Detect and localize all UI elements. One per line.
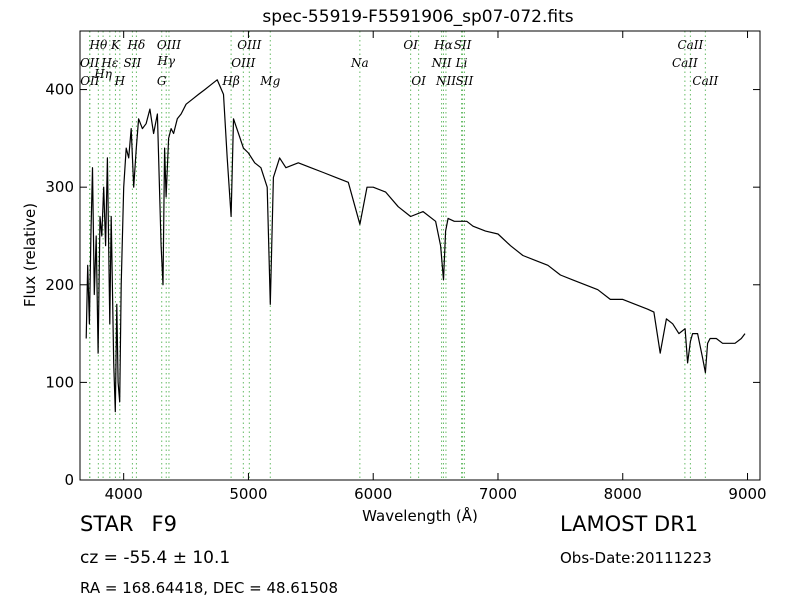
spectral-line-label-3: Hη bbox=[93, 67, 112, 81]
spectral-line-label-21: NII bbox=[431, 56, 452, 70]
spectral-line-label-22: Li bbox=[455, 56, 468, 70]
spectral-line-label-10: Hγ bbox=[156, 54, 175, 68]
spectral-line-label-13: Hβ bbox=[221, 74, 239, 88]
x-axis-ticks: 4000 5000 6000 7000 8000 9000 bbox=[105, 31, 767, 503]
y-axis-ticks: 0 100 200 300 400 bbox=[45, 81, 760, 489]
spectral-line-label-18: OI bbox=[411, 74, 426, 88]
spectral-line-label-15: Mg bbox=[259, 74, 280, 88]
redshift-label: cz = -55.4 ± 10.1 bbox=[80, 548, 231, 568]
x-tick-label-6000: 6000 bbox=[354, 485, 392, 503]
series-group bbox=[85, 79, 746, 413]
spectral-line-label-0: Hθ bbox=[88, 38, 107, 52]
spectral-line-label-5: SII bbox=[124, 56, 142, 70]
spectral-line-label-16: Na bbox=[350, 56, 369, 70]
y-tick-label-200: 200 bbox=[45, 276, 74, 294]
y-tick-label-400: 400 bbox=[45, 81, 74, 99]
spectral-line-label-4: Hε bbox=[100, 56, 118, 70]
plot-frame bbox=[79, 30, 761, 481]
survey-label: LAMOST DR1 bbox=[560, 512, 699, 536]
spectral-line-label-23: NII bbox=[435, 74, 456, 88]
spectral-line-label-17: OI bbox=[403, 38, 418, 52]
obs-date-label: Obs-Date:20111223 bbox=[560, 549, 712, 567]
object-classification: STAR F9 bbox=[80, 512, 177, 536]
spectral-line-label-27: CaII bbox=[692, 74, 718, 88]
x-tick-label-5000: 5000 bbox=[229, 485, 267, 503]
object-subclass: F9 bbox=[151, 512, 177, 536]
y-tick-label-0: 0 bbox=[64, 471, 74, 489]
coordinates-label: RA = 168.64418, DEC = 48.61508 bbox=[80, 579, 339, 597]
spectral-line-label-24: SII bbox=[456, 74, 474, 88]
spectral-line-label-9: OIII bbox=[157, 38, 181, 52]
spectral-line-label-19: Hα bbox=[433, 38, 453, 52]
x-axis-label: Wavelength (Å) bbox=[362, 506, 478, 525]
spectral-line-label-11: G bbox=[157, 74, 167, 88]
x-tick-label-7000: 7000 bbox=[479, 485, 517, 503]
spectral-line-label-25: CaII bbox=[677, 38, 703, 52]
y-axis-label: Flux (relative) bbox=[21, 203, 39, 307]
spectral-line-label-7: H bbox=[114, 74, 126, 88]
spectral-line-markers bbox=[89, 31, 706, 480]
x-tick-label-4000: 4000 bbox=[105, 485, 143, 503]
spectral-line-label-2: OII bbox=[80, 74, 100, 88]
spectrum-line bbox=[85, 79, 746, 413]
spectral-line-label-1: OII bbox=[80, 56, 100, 70]
spectral-line-label-14: OIII bbox=[231, 56, 255, 70]
y-tick-label-300: 300 bbox=[45, 178, 74, 196]
x-tick-label-9000: 9000 bbox=[728, 485, 766, 503]
chart-title: spec-55919-F5591906_sp07-072.fits bbox=[262, 7, 573, 27]
object-class: STAR bbox=[80, 512, 134, 536]
spectral-line-label-8: Hδ bbox=[127, 38, 146, 52]
spectral-line-label-26: CaII bbox=[672, 56, 698, 70]
spectral-line-label-12: OIII bbox=[237, 38, 261, 52]
x-tick-label-8000: 8000 bbox=[604, 485, 642, 503]
spectral-line-label-20: SII bbox=[454, 38, 472, 52]
y-tick-label-100: 100 bbox=[45, 373, 74, 391]
spectral-line-label-6: K bbox=[110, 38, 121, 52]
